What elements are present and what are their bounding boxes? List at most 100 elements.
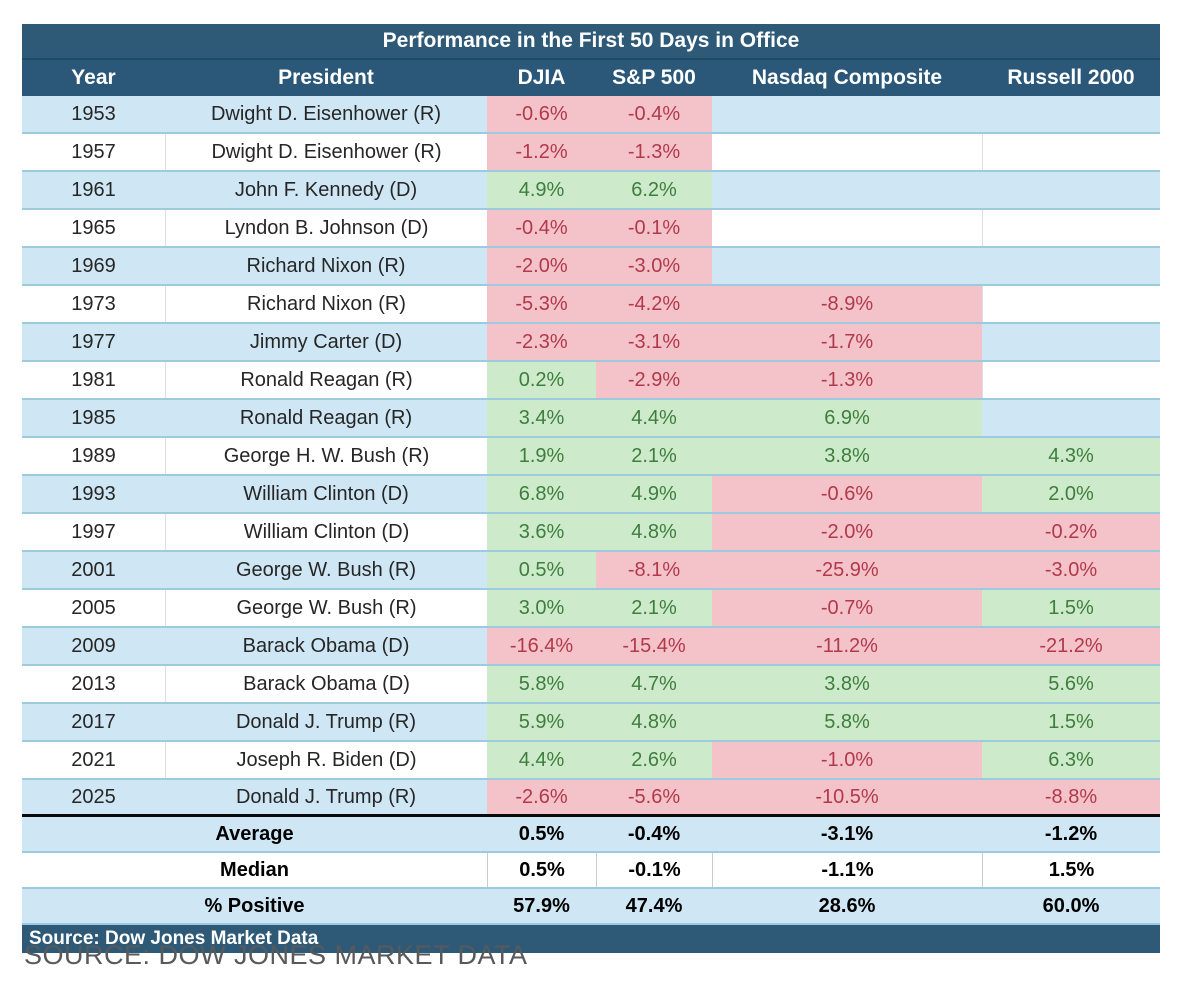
cell-sp500: 4.8% (596, 704, 712, 740)
cell-nasdaq: -8.9% (712, 286, 982, 322)
cell-president: Barack Obama (D) (242, 634, 410, 657)
caption-source: SOURCE: DOW JONES MARKET DATA (24, 940, 528, 970)
table-row: 2025 Donald J. Trump (R) -2.6% -5.6% -10.5% -… (22, 780, 1160, 814)
cell-djia: -1.2% (487, 134, 596, 170)
cell-year: 1985 (71, 406, 116, 429)
cell-nasdaq (712, 134, 982, 170)
summary-nasdaq: 28.6% (818, 894, 876, 917)
cell-djia: -2.0% (487, 248, 596, 284)
cell-sp500: -4.2% (596, 286, 712, 322)
summary-djia: 0.5% (487, 853, 596, 887)
cell-president: Donald J. Trump (R) (235, 710, 417, 733)
cell-djia: 3.0% (487, 590, 596, 626)
cell-sp500: 4.9% (596, 476, 712, 512)
cell-president: Ronald Reagan (R) (165, 362, 487, 398)
cell-russell (982, 134, 1160, 170)
cell-sp500: -3.1% (596, 324, 712, 360)
cell-djia: 1.9% (487, 438, 596, 474)
cell-russell: -8.8% (982, 780, 1160, 814)
cell-russell (982, 172, 1160, 208)
cell-russell: 1.5% (982, 704, 1160, 740)
table-row: 1953 Dwight D. Eisenhower (R) -0.6% -0.4% (22, 96, 1160, 134)
cell-president: William Clinton (D) (165, 514, 487, 550)
cell-year: 1961 (71, 178, 116, 201)
cell-djia: -2.6% (487, 780, 596, 814)
table-row: 2017 Donald J. Trump (R) 5.9% 4.8% 5.8% 1.5% (22, 704, 1160, 742)
cell-year: 1981 (71, 368, 116, 391)
table-row: 1961 John F. Kennedy (D) 4.9% 6.2% (22, 172, 1160, 210)
cell-djia: 0.5% (487, 552, 596, 588)
table-title: Performance in the First 50 Days in Offi… (22, 24, 1160, 60)
cell-sp500: 4.7% (596, 666, 712, 702)
cell-nasdaq (712, 210, 982, 246)
table-row: 1981 Ronald Reagan (R) 0.2% -2.9% -1.3% (22, 362, 1160, 400)
cell-djia: -0.6% (487, 96, 596, 132)
cell-year: 2021 (71, 748, 116, 771)
cell-russell (982, 248, 1160, 284)
cell-nasdaq: -0.6% (712, 476, 982, 512)
cell-nasdaq: -10.5% (712, 780, 982, 814)
cell-sp500: -15.4% (596, 628, 712, 664)
cell-sp500: 6.2% (596, 172, 712, 208)
cell-year: 1977 (71, 330, 116, 353)
cell-year: 2009 (71, 634, 116, 657)
cell-russell: -3.0% (982, 552, 1160, 588)
cell-sp500: 4.4% (596, 400, 712, 436)
cell-president: Jimmy Carter (D) (249, 330, 403, 353)
cell-djia: 0.2% (487, 362, 596, 398)
table-header-row: Year President DJIA S&P 500 Nasdaq Compo… (22, 60, 1160, 96)
summary-sp500: -0.4% (627, 822, 681, 845)
table-row: 1969 Richard Nixon (R) -2.0% -3.0% (22, 248, 1160, 286)
cell-sp500: 2.1% (596, 590, 712, 626)
table-row: 1965 Lyndon B. Johnson (D) -0.4% -0.1% (22, 210, 1160, 248)
summary-djia: 57.9% (513, 894, 570, 917)
summary-nasdaq: -3.1% (820, 822, 874, 845)
cell-year: 1997 (71, 520, 116, 543)
cell-nasdaq: -11.2% (712, 628, 982, 664)
cell-year: 2025 (71, 785, 116, 808)
cell-president: George W. Bush (R) (165, 590, 487, 626)
summary-djia: 0.5% (518, 822, 565, 845)
cell-djia: -5.3% (487, 286, 596, 322)
cell-russell: -21.2% (982, 628, 1160, 664)
summary-russell: -1.2% (1044, 822, 1098, 845)
cell-year: 1989 (71, 444, 116, 467)
cell-president: Joseph R. Biden (D) (165, 742, 487, 778)
cell-russell: 2.0% (982, 476, 1160, 512)
cell-nasdaq: 6.9% (712, 400, 982, 436)
table-summary: Average 0.5% -0.4% -3.1% -1.2% Median 0.5% -0.1… (22, 814, 1160, 925)
cell-president: Lyndon B. Johnson (D) (165, 210, 487, 246)
cell-djia: 3.4% (487, 400, 596, 436)
cell-nasdaq: 3.8% (712, 438, 982, 474)
cell-sp500: -2.9% (596, 362, 712, 398)
cell-russell (982, 286, 1160, 322)
summary-row: % Positive 57.9% 47.4% 28.6% 60.0% (22, 889, 1160, 925)
cell-year: 1953 (71, 102, 116, 125)
summary-russell: 1.5% (982, 853, 1160, 887)
summary-label: Median (220, 858, 289, 881)
cell-russell (982, 324, 1160, 360)
cell-year: 1965 (71, 216, 116, 239)
summary-sp500: -0.1% (596, 853, 712, 887)
summary-row: Median 0.5% -0.1% -1.1% 1.5% (22, 853, 1160, 889)
cell-nasdaq (712, 96, 982, 132)
column-header-president: President (278, 66, 374, 89)
cell-russell: 6.3% (982, 742, 1160, 778)
cell-nasdaq: -1.0% (712, 742, 982, 778)
cell-sp500: -3.0% (596, 248, 712, 284)
cell-russell: 5.6% (982, 666, 1160, 702)
cell-president: John F. Kennedy (D) (234, 178, 418, 201)
table-row: 1957 Dwight D. Eisenhower (R) -1.2% -1.3% (22, 134, 1160, 172)
table-row: 2021 Joseph R. Biden (D) 4.4% 2.6% -1.0% 6.3% (22, 742, 1160, 780)
cell-russell (982, 96, 1160, 132)
performance-table: Performance in the First 50 Days in Offi… (22, 24, 1160, 953)
source-bar: Source: Dow Jones Market Data (22, 925, 1160, 953)
table-row: 2005 George W. Bush (R) 3.0% 2.1% -0.7% 1.5% (22, 590, 1160, 628)
summary-label: Average (215, 822, 294, 845)
cell-nasdaq (712, 172, 982, 208)
cell-djia: -16.4% (487, 628, 596, 664)
cell-sp500: 2.6% (596, 742, 712, 778)
cell-president: Dwight D. Eisenhower (R) (210, 102, 442, 125)
cell-russell (982, 400, 1160, 436)
cell-djia: 4.9% (487, 172, 596, 208)
